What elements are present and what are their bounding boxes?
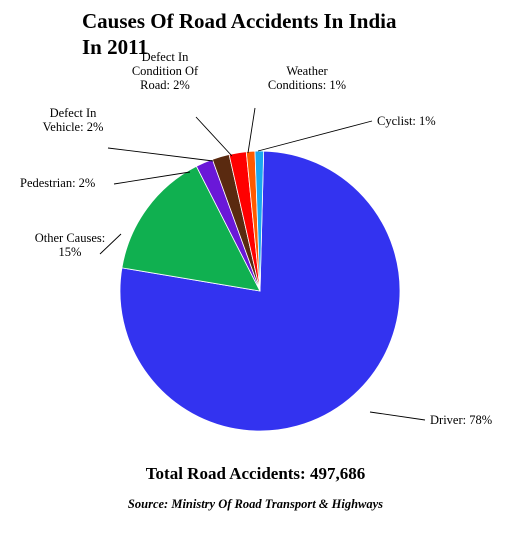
slice-label-other-causes: Other Causes: 15% — [35, 231, 105, 259]
leader-lines — [99, 107, 426, 421]
slice-label-line: Defect In — [50, 106, 98, 120]
slice-label-line: Conditions: 1% — [268, 78, 346, 92]
slice-label-line: Weather — [286, 64, 328, 78]
slice-label-line: 15% — [59, 245, 82, 259]
leader-line-driver — [369, 411, 426, 421]
source-note: Source: Ministry Of Road Transport & Hig… — [127, 497, 384, 511]
slice-label-line: Pedestrian: 2% — [20, 176, 95, 190]
slice-label-line: Cyclist: 1% — [377, 114, 436, 128]
slice-label-line: Other Causes: — [35, 231, 105, 245]
slice-label-line: Defect In — [142, 50, 190, 64]
chart-title-line-2: In 2011 — [82, 35, 148, 59]
slice-labels: Driver: 78% Other Causes: 15% Pedestrian: 2… — [20, 50, 492, 427]
slice-label-line: Vehicle: 2% — [43, 120, 104, 134]
chart-title: Causes Of Road Accidents In India In 201… — [82, 8, 396, 60]
total-accidents: Total Road Accidents: 497,686 — [145, 464, 366, 483]
leader-line-defect-in-vehicle — [107, 147, 214, 162]
slice-label-line: Road: 2% — [140, 78, 190, 92]
slice-label-line: Driver: 78% — [430, 413, 492, 427]
slice-label-line: Condition Of — [132, 64, 199, 78]
leader-line-defect-in-condition-of-road — [195, 116, 233, 157]
slice-label-pedestrian: Pedestrian: 2% — [20, 176, 95, 190]
slice-label-defect-in-condition-of-road: Defect In Condition Of Road: 2% — [132, 50, 199, 92]
chart-title-line-1: Causes Of Road Accidents In India — [82, 9, 397, 33]
leader-line-pedestrian — [113, 171, 191, 185]
leader-line-cyclist — [257, 120, 373, 152]
slice-label-cyclist: Cyclist: 1% — [377, 114, 436, 128]
pie-slices — [119, 150, 401, 432]
leader-line-other-causes — [99, 233, 122, 255]
pie-slice-other-causes — [121, 165, 261, 292]
slice-label-weather-conditions: Weather Conditions: 1% — [268, 64, 346, 92]
leader-line-weather-conditions — [247, 107, 256, 154]
slice-label-defect-in-vehicle: Defect In Vehicle: 2% — [43, 106, 104, 134]
slice-label-driver: Driver: 78% — [430, 413, 492, 427]
